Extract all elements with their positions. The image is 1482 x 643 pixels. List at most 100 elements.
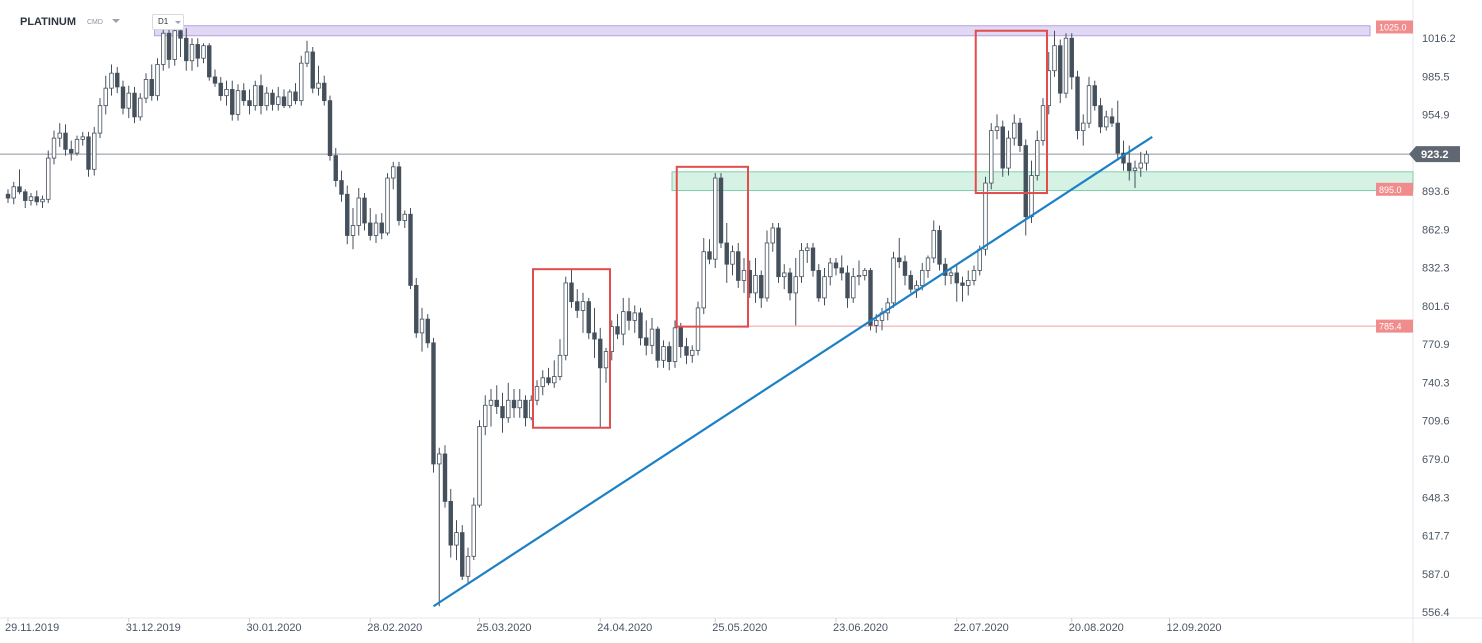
candle-body (701, 251, 706, 309)
candle (57, 123, 62, 147)
candle-body (534, 386, 540, 401)
candle-body (816, 270, 821, 299)
candle (661, 340, 666, 368)
candle-body (695, 307, 701, 351)
candle-body (477, 426, 482, 506)
symbol-title: PLATINUM (20, 16, 77, 28)
candle-body (828, 262, 833, 278)
candle (149, 64, 154, 101)
candle (247, 89, 252, 115)
candle-body (1058, 45, 1063, 94)
candle-body (322, 82, 327, 102)
current-price-label: 923.2 (1421, 149, 1449, 161)
candle-body (897, 257, 902, 263)
candle (419, 307, 425, 352)
candle-body (69, 148, 74, 154)
candle (40, 195, 45, 209)
candle (914, 280, 919, 298)
candle-body (1144, 153, 1149, 164)
candle-body (258, 85, 264, 107)
candle (483, 395, 488, 436)
candle-body (385, 177, 390, 234)
candle-body (253, 85, 258, 107)
candle (799, 242, 804, 283)
candle (465, 547, 471, 583)
candle-body (304, 51, 310, 64)
trendline (432, 135, 1153, 608)
candle (46, 150, 51, 204)
candle-body (736, 251, 741, 281)
candle-body (914, 285, 919, 290)
candle-body (345, 193, 350, 236)
candle (546, 367, 551, 386)
y-tick-label: 893.6 (1422, 186, 1450, 198)
candle-body (333, 155, 338, 181)
candle-body (299, 62, 304, 102)
candle (316, 65, 321, 96)
candle-body (971, 270, 977, 281)
candle (51, 130, 57, 165)
candle-body (166, 32, 172, 60)
candle (235, 84, 241, 121)
candle-body (575, 301, 580, 311)
candle (281, 89, 287, 109)
candle-body (678, 327, 683, 347)
candle (971, 265, 977, 286)
candle-body (902, 261, 908, 276)
candle (69, 140, 74, 161)
candle (534, 380, 540, 406)
candle-body (437, 453, 442, 465)
candle-body (92, 132, 97, 170)
y-tick-label: 954.9 (1422, 110, 1450, 122)
candle (931, 220, 936, 263)
y-tick-label: 740.3 (1422, 377, 1450, 389)
candle (442, 445, 448, 508)
candle (782, 264, 787, 290)
candle (638, 307, 643, 346)
candle (1058, 39, 1063, 104)
candle (1006, 130, 1011, 176)
y-tick-label: 556.4 (1422, 607, 1450, 619)
candle (11, 181, 16, 205)
candle-body (132, 92, 137, 118)
candle (833, 257, 839, 276)
candle-body (1052, 45, 1057, 72)
candle-body (17, 186, 22, 193)
candle (115, 66, 120, 94)
candle-body (379, 222, 384, 234)
x-tick-label: 31.12.2019 (126, 622, 181, 634)
candle (828, 257, 833, 286)
candle (776, 222, 781, 283)
candle-body (868, 270, 873, 326)
candle (494, 385, 499, 415)
candle-body (1017, 122, 1023, 146)
candle (730, 245, 735, 276)
candle-body (632, 312, 637, 321)
candle (960, 276, 965, 302)
timeframe-selector[interactable]: D1 (152, 14, 184, 30)
candle (368, 208, 373, 241)
candle-body (241, 90, 246, 102)
candle (517, 389, 522, 418)
candle (477, 420, 482, 508)
candle-body (23, 191, 28, 201)
candle-body (264, 92, 269, 107)
candle-body (506, 399, 511, 419)
resistance-zone (154, 25, 1371, 37)
symbol-dropdown-icon[interactable] (112, 19, 120, 23)
candle (362, 193, 367, 231)
candle (17, 169, 22, 195)
candle-body (224, 89, 229, 97)
candle (695, 301, 701, 356)
candle (299, 55, 304, 106)
chevron-down-icon (175, 21, 181, 24)
candle (1098, 98, 1103, 134)
candle-body (57, 132, 62, 139)
candle-body (46, 157, 51, 200)
candle-body (103, 87, 108, 107)
candle-body (839, 267, 844, 274)
candle-body (11, 186, 16, 199)
candle-body (1012, 122, 1017, 139)
candle-body (270, 92, 275, 105)
